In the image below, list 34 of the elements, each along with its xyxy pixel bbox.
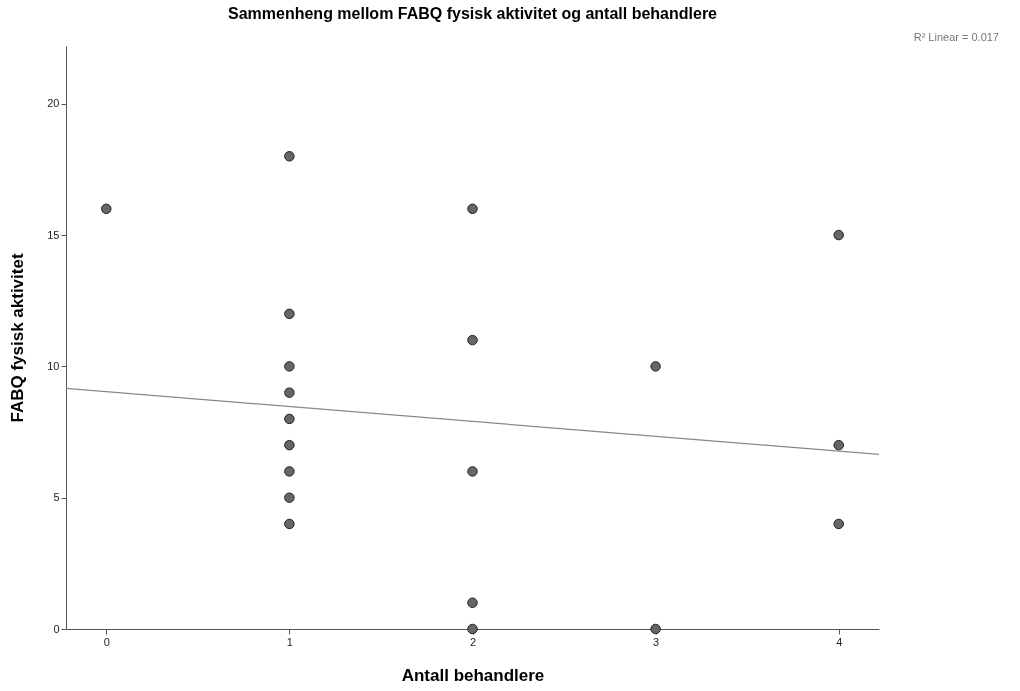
point — [284, 387, 295, 398]
point — [467, 334, 478, 346]
point — [833, 229, 844, 241]
y-tick-label: 0 — [53, 622, 60, 635]
x-axis-title: Antall behandlere — [401, 665, 545, 685]
point — [284, 151, 295, 162]
y-tick-label: 5 — [53, 491, 60, 504]
point — [284, 492, 295, 503]
x-tick-label: 3 — [653, 635, 660, 648]
x-tick-label: 2 — [469, 635, 477, 648]
point — [650, 623, 661, 635]
y-tick-label: 15 — [47, 228, 60, 241]
point — [284, 308, 295, 320]
y-tick-label: 20 — [47, 97, 60, 110]
point — [284, 413, 295, 425]
point — [833, 439, 844, 451]
chart-title: Sammenheng mellom FABQ fysisk aktivitet og antall behandlere — [227, 5, 718, 22]
point — [467, 597, 478, 608]
point — [101, 203, 112, 215]
x-tick-label: 0 — [103, 635, 110, 648]
x-tick-label: 1 — [286, 635, 293, 648]
point — [833, 518, 844, 530]
y-tick-label: 10 — [47, 359, 60, 372]
point — [284, 466, 295, 477]
point — [284, 361, 295, 372]
point — [467, 466, 478, 477]
text: R² Linear = 0.017 — [913, 31, 999, 43]
point — [650, 361, 661, 372]
point — [284, 439, 295, 451]
point — [467, 203, 478, 215]
point — [284, 518, 295, 530]
y-axis-title: FABQ fysisk aktivitet — [8, 253, 28, 423]
point — [467, 623, 478, 635]
x-tick-label: 4 — [836, 635, 843, 648]
